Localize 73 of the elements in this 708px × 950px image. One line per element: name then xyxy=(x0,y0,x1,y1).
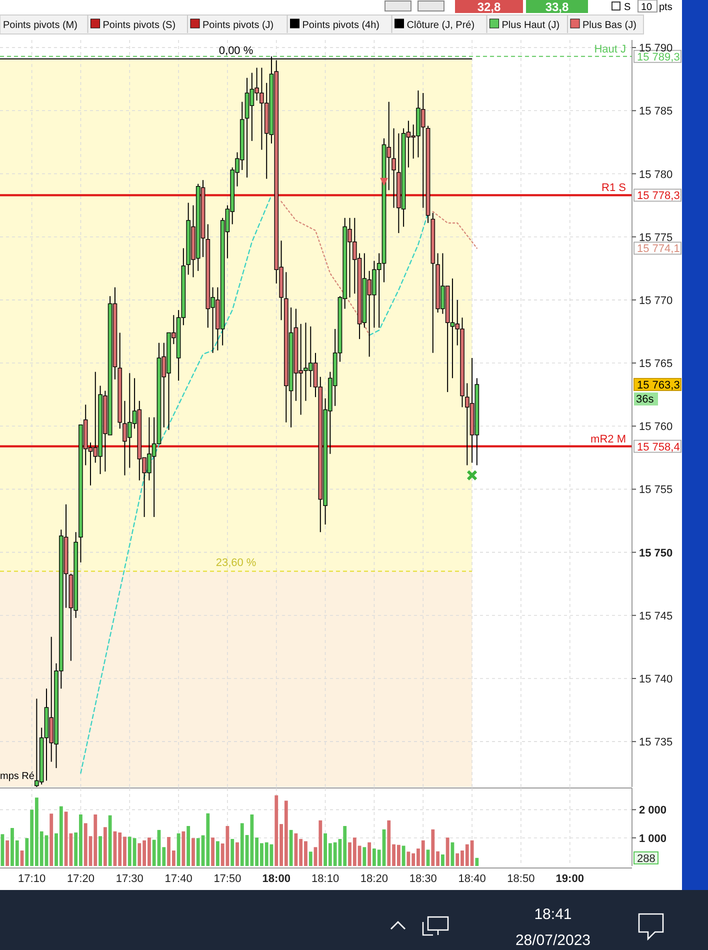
x-tick-label: 17:20 xyxy=(66,873,94,885)
x-tick-label: 17:40 xyxy=(164,873,192,885)
text: Points pivots (S) xyxy=(102,20,176,31)
x-tick-label: 18:30 xyxy=(409,873,437,885)
y-tick-label: 15 775 xyxy=(639,232,673,244)
x-tick-label: 18:00 xyxy=(262,873,290,885)
y-tick-label: 15 745 xyxy=(639,610,673,622)
annotation: 0,00 % xyxy=(218,44,254,57)
y-tick-label: 2 000 xyxy=(639,804,667,817)
y-tick-label: 15 760 xyxy=(639,421,673,434)
ref-line-label: R1 S xyxy=(602,182,626,194)
bar xyxy=(289,830,293,866)
x-tick-label: 17:50 xyxy=(214,873,242,885)
bar xyxy=(186,826,190,866)
bar xyxy=(211,838,214,866)
x-tick-label: 19:00 xyxy=(556,873,584,885)
x-tick-label: 18:50 xyxy=(507,873,535,885)
y-tick-label: 15 735 xyxy=(639,736,673,749)
text: 15 778,3 xyxy=(637,190,680,202)
y-tick-label: 1 000 xyxy=(639,832,667,845)
bar xyxy=(475,858,479,866)
bar xyxy=(6,840,10,866)
bar xyxy=(308,852,312,866)
y-tick-label: 15 740 xyxy=(639,673,673,686)
x-tick-label: 18:40 xyxy=(458,873,486,885)
text: pts xyxy=(659,2,672,13)
ref-line-label: Haut J xyxy=(594,43,626,56)
text: 15 763,3 xyxy=(637,379,680,392)
x-tick-label: 18:10 xyxy=(312,873,340,885)
text: 18:41 xyxy=(534,906,572,923)
bar xyxy=(236,842,239,866)
text: 10 xyxy=(641,2,653,13)
text: Points pivots (J) xyxy=(202,20,274,31)
bar xyxy=(50,814,54,866)
bar xyxy=(441,854,444,866)
y-tick-label: 15 780 xyxy=(639,168,673,181)
bar xyxy=(108,815,112,866)
annotation: mps Ré xyxy=(0,771,35,782)
bar xyxy=(98,836,102,866)
text: 288 xyxy=(637,852,656,865)
text: 15 774,1 xyxy=(637,243,680,256)
text: 33,8 xyxy=(545,0,569,14)
bar xyxy=(182,831,186,866)
bar xyxy=(176,833,180,866)
bar xyxy=(362,847,366,866)
bar xyxy=(192,838,195,866)
x-tick-label: 18:20 xyxy=(360,873,388,885)
bar xyxy=(368,842,372,866)
text: 15 789,3 xyxy=(637,51,680,64)
text: Points pivots (M) xyxy=(3,20,78,31)
bar xyxy=(230,838,234,866)
ref-line-label: mR2 M xyxy=(590,433,626,446)
text: 15 758,4 xyxy=(637,441,680,454)
bar xyxy=(103,827,107,866)
y-tick-label: 15 755 xyxy=(639,484,673,496)
y-tick-label: 15 750 xyxy=(639,547,673,560)
x-tick-label: 17:30 xyxy=(116,873,144,885)
text: Plus Haut (J) xyxy=(502,20,560,31)
text: S xyxy=(624,2,631,13)
bar xyxy=(446,838,450,866)
text: Clôture (J, Pré) xyxy=(406,20,475,31)
y-tick-label: 15 770 xyxy=(639,294,673,307)
text: 28/07/2023 xyxy=(515,932,591,949)
text: Plus Bas (J) xyxy=(582,20,636,31)
text: Points pivots (4h) xyxy=(302,20,380,31)
y-tick-label: 15 765 xyxy=(639,358,673,370)
text: 32,8 xyxy=(477,0,501,14)
annotation: 23,60 % xyxy=(216,557,256,570)
x-tick-label: 17:10 xyxy=(18,873,46,885)
candlestick xyxy=(392,128,396,208)
y-tick-label: 15 785 xyxy=(639,106,673,118)
bar xyxy=(216,841,220,866)
text: 36s xyxy=(636,393,654,406)
